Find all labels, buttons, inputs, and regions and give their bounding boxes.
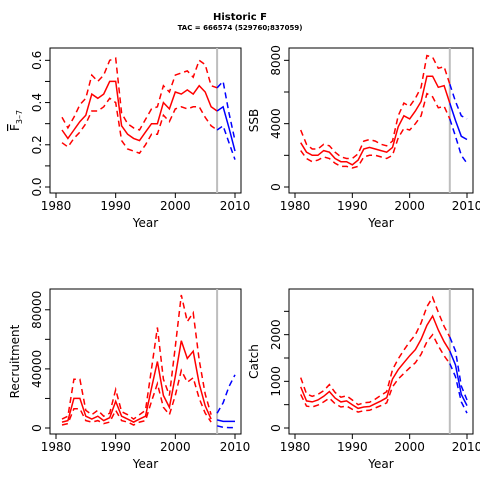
recruitment-history-upper-line [61,294,212,421]
ssb-xtick-label: 1980 [280,199,311,213]
ssb-ytick-label: 8000 [269,45,283,76]
ssb-ytick-label: 0 [269,183,283,191]
recruitment-projection-upper-line [216,374,236,414]
fbar-xtick-label: 1980 [41,199,72,213]
recruitment-xtick-label: 2010 [220,440,251,454]
ssb-history-upper-line [300,54,451,160]
ssb-ylabel: SSB [247,109,261,132]
fbar-projection-lower-line [216,124,236,160]
fbar-panel: 1980 1990 2000 2010 0.0 0.2 0.4 0.6 Year F3–7 [8,47,251,230]
fbar-xlabel: Year [132,216,158,230]
fbar-xtick-label: 2010 [220,199,251,213]
catch-history-lower-line [300,333,451,413]
catch-projection-median-line [449,350,468,406]
fbar-history-median-line [61,80,218,142]
catch-xtick-label: 1980 [280,440,311,454]
ssb-xtick-label: 2000 [394,199,425,213]
fbar-xtick-label: 1990 [100,199,131,213]
ssb-plot-frame [288,47,474,194]
catch-xtick-label: 2010 [452,440,480,454]
fbar-xtick-label: 2000 [160,199,191,213]
recruitment-xtick-label: 1990 [100,440,131,454]
ssb-history-median-line [300,75,451,166]
ssb-projection-median-line [449,102,468,141]
catch-ytick-label: 0 [269,424,283,432]
catch-ytick-label: 2000 [269,319,283,350]
ssb-history-lower-line [300,92,451,169]
recruitment-projection-median-line [216,419,235,423]
ssb-projection-upper-line [449,83,468,120]
recruitment-ytick-label: 40000 [30,350,44,388]
fbar-projection-upper-line [216,79,236,141]
catch-xtick-label: 2000 [394,440,425,454]
ssb-projection-lower-line [449,118,468,164]
fbar-ytick-label: 0.2 [30,135,44,154]
catch-history-upper-line [299,295,451,406]
recruitment-panel: 1980 1990 2000 2010 0 40000 80000 Year Recruitme… [8,288,251,471]
recruitment-ylabel: Recruitment [8,324,22,398]
figure-title: Historic F [213,12,267,23]
catch-ylabel: Catch [247,344,261,379]
fbar-ytick-label: 0.6 [30,51,44,70]
fbar-history-lower-line [61,97,218,155]
ssb-xlabel: Year [367,216,393,230]
catch-plot-frame [288,288,474,435]
fbar-plot-frame [49,47,242,194]
recruitment-xtick-label: 2000 [160,440,191,454]
fbar-ylabel: F3–7 [8,110,24,131]
recruitment-projection-lower-line [216,425,236,429]
ssb-panel: 1980 1990 2000 2010 0 4000 8000 Year SSB [247,45,480,230]
catch-history-median-line [300,314,451,410]
recruitment-ytick-label: 0 [30,424,44,432]
ssb-xtick-label: 1990 [337,199,368,213]
catch-projection-upper-line [449,336,468,401]
ssb-xtick-label: 2010 [452,199,480,213]
ssb-ytick-label: 4000 [269,108,283,139]
fbar-ytick-label: 0.0 [30,177,44,196]
catch-ytick-label: 1000 [269,366,283,397]
chart-panels: 1980 1990 2000 20100.00.20.40.6YearF3–71980… [8,45,480,471]
catch-xtick-label: 1990 [337,440,368,454]
fbar-history-upper-line [61,57,218,131]
recruitment-history-lower-line [61,368,212,426]
recruitment-plot-frame [49,288,242,435]
figure-subtitle: TAC = 666574 (529760;837059) [178,24,303,32]
recruitment-xlabel: Year [132,457,158,471]
recruitment-xtick-label: 1980 [41,440,72,454]
catch-xlabel: Year [367,457,393,471]
fbar-projection-median-line [216,105,236,152]
recruitment-ytick-label: 80000 [30,291,44,329]
fbar-ytick-label: 0.4 [30,93,44,112]
recruitment-history-median-line [61,340,212,423]
